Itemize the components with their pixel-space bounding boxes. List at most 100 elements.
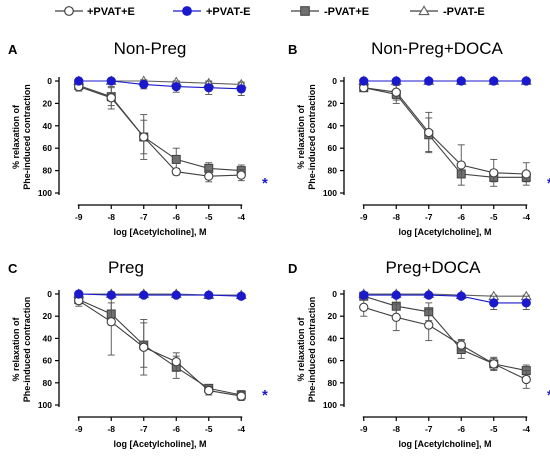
- x-tick-label: -6: [172, 212, 180, 222]
- series-plusminus-pvat+e: [359, 83, 531, 187]
- data-point: [139, 342, 149, 352]
- significance-asterisk: *: [547, 387, 550, 404]
- y-tick-label: 60: [43, 356, 53, 366]
- data-point: [456, 291, 466, 301]
- x-tick-label: -9: [75, 424, 83, 434]
- y-axis-label: Phe-induced contraction: [307, 297, 317, 403]
- y-tick-label: 20: [43, 98, 53, 108]
- data-point: [456, 340, 466, 350]
- series-plusminus-pvat-e: [74, 76, 246, 97]
- y-tick-label: 20: [328, 311, 338, 321]
- x-tick-label: -4: [237, 212, 245, 222]
- data-point: [489, 76, 499, 86]
- data-point: [204, 83, 214, 93]
- x-axis-label: log [Acetylcholine], M: [113, 227, 206, 237]
- data-point: [424, 320, 434, 330]
- data-point: [236, 391, 246, 401]
- y-tick-label: 0: [332, 76, 337, 86]
- series-line: [363, 87, 527, 178]
- x-tick-label: -7: [425, 212, 433, 222]
- legend-entry-pvat-minus-minus-e: -PVAT-E: [410, 5, 485, 18]
- data-point: [139, 132, 149, 142]
- data-point: [74, 76, 84, 86]
- data-point: [139, 290, 149, 300]
- series-line: [78, 299, 242, 396]
- legend-marker-square-filled: [300, 6, 310, 16]
- legend-marker-triangle-open: [418, 5, 430, 16]
- panel-title: Preg+DOCA: [386, 258, 482, 277]
- data-point: [424, 76, 434, 86]
- panel-title: Preg: [108, 258, 144, 277]
- significance-asterisk: *: [262, 175, 268, 192]
- panel-letter: B: [288, 42, 297, 57]
- data-point: [391, 76, 401, 86]
- x-tick-label: -6: [457, 424, 465, 434]
- data-point: [456, 76, 466, 86]
- data-point: [106, 317, 116, 327]
- y-tick-label: 20: [328, 98, 338, 108]
- y-axis-label: Phe-induced contraction: [22, 297, 32, 403]
- x-tick-label: -8: [392, 424, 400, 434]
- y-tick-label: 80: [328, 378, 338, 388]
- legend-marker-circle-open: [64, 6, 74, 16]
- data-point: [521, 76, 531, 86]
- data-point: [391, 312, 401, 322]
- y-tick-label: 60: [328, 356, 338, 366]
- data-point: [236, 170, 246, 180]
- data-point: [106, 290, 116, 300]
- x-tick-label: -4: [522, 424, 530, 434]
- data-point: [489, 359, 499, 369]
- y-axis-label: % relaxation of: [296, 104, 306, 169]
- series-line: [78, 84, 242, 172]
- series-line: [78, 293, 242, 297]
- data-point: [456, 160, 466, 170]
- y-tick-label: 40: [43, 333, 53, 343]
- x-tick-label: -7: [140, 424, 148, 434]
- x-axis-label: log [Acetylcholine], M: [398, 439, 491, 449]
- data-point: [171, 167, 181, 177]
- y-tick-label: 60: [328, 143, 338, 153]
- series-minus-pvat-e: [73, 288, 247, 300]
- x-tick-label: -9: [360, 212, 368, 222]
- data-point: [359, 290, 369, 300]
- y-axis-label: % relaxation of: [11, 316, 21, 381]
- panel-letter: C: [8, 261, 18, 276]
- data-point: [106, 76, 116, 86]
- data-point: [74, 289, 84, 299]
- x-tick-label: -4: [237, 424, 245, 434]
- panel-title: Non-Preg: [114, 39, 187, 58]
- legend-label: -PVAT-E: [443, 6, 485, 18]
- significance-asterisk: *: [547, 175, 550, 192]
- data-point: [359, 76, 369, 86]
- series-plusminus-pvat-e: [359, 290, 531, 310]
- data-point: [489, 168, 499, 178]
- x-tick-label: -5: [205, 424, 213, 434]
- significance-asterisk: *: [262, 387, 268, 404]
- x-tick-label: -7: [425, 424, 433, 434]
- y-tick-label: 100: [323, 400, 337, 410]
- y-tick-label: 100: [323, 188, 337, 198]
- x-tick-label: -9: [75, 212, 83, 222]
- series-line: [363, 295, 527, 372]
- data-point: [204, 385, 214, 396]
- x-tick-label: -5: [490, 212, 498, 222]
- data-point: [391, 290, 401, 300]
- y-tick-label: 0: [47, 289, 52, 299]
- data-point: [521, 374, 531, 385]
- y-tick-label: 80: [328, 166, 338, 176]
- series-minus-pvatplus-e: [74, 80, 246, 177]
- x-tick-label: -7: [140, 212, 148, 222]
- legend: +PVAT+E +PVAT-E -PVAT+E -PVAT-E: [55, 5, 485, 18]
- data-point: [424, 290, 434, 300]
- y-tick-label: 40: [328, 121, 338, 131]
- y-axis-label: % relaxation of: [11, 104, 21, 169]
- legend-entry-pvat-minus-e: -PVAT+E: [291, 6, 369, 18]
- y-tick-label: 20: [43, 311, 53, 321]
- chart-panel-c: C Preg 0 20 40 60 80 100 -9 -8 -7 -6 -5 -4 log [Acetyl…: [8, 258, 268, 449]
- x-axis-label: log [Acetylcholine], M: [113, 439, 206, 449]
- data-point: [171, 290, 181, 300]
- y-tick-label: 100: [38, 188, 52, 198]
- data-point: [204, 290, 214, 300]
- y-tick-label: 60: [43, 143, 53, 153]
